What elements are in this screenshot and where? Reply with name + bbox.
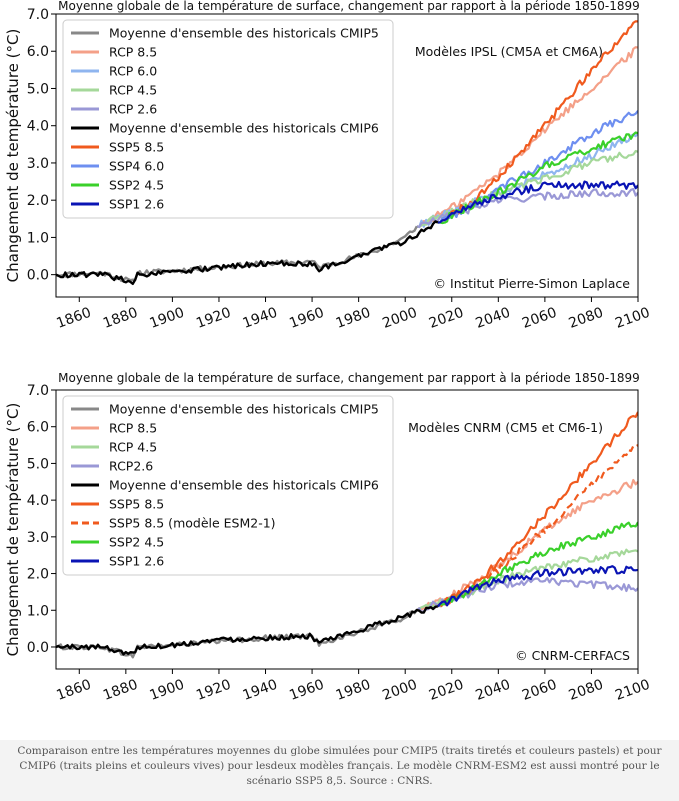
y-tick-label: 6.0 <box>27 420 49 436</box>
series-line <box>416 576 638 614</box>
legend-label: SSP1 2.6 <box>109 197 164 212</box>
x-tick-label: 2060 <box>520 305 559 332</box>
figure: Moyenne globale de la température de sur… <box>4 0 652 704</box>
legend-label: SSP5 8.5 <box>109 497 164 512</box>
x-tick-label: 2040 <box>473 677 512 704</box>
chart-ipsl: Moyenne globale de la température de sur… <box>4 0 652 332</box>
x-tick-label: 1900 <box>148 305 187 332</box>
legend-label: RCP2.6 <box>109 459 153 474</box>
legend-box <box>62 19 394 219</box>
x-tick-label: 1860 <box>54 305 93 332</box>
x-tick-label: 1940 <box>241 677 280 704</box>
legend-label: SSP1 2.6 <box>109 554 164 569</box>
chart-title: Moyenne globale de la température de sur… <box>58 371 640 385</box>
y-tick-label: 1.0 <box>27 230 49 246</box>
series-line <box>416 478 638 612</box>
x-tick-label: 1880 <box>101 305 140 332</box>
model-annotation: Modèles IPSL (CM5A et CM6A) <box>415 44 603 59</box>
series-line <box>436 565 638 608</box>
x-tick-label: 1960 <box>287 305 326 332</box>
y-tick-label: 5.0 <box>27 456 49 472</box>
credit-text: © Institut Pierre-Simon Laplace <box>434 276 631 291</box>
y-tick-label: 2.0 <box>27 567 49 583</box>
legend-label: RCP 8.5 <box>109 421 157 436</box>
x-tick-label: 2000 <box>380 677 419 704</box>
y-tick-label: 1.0 <box>27 603 49 619</box>
y-tick-label: 0.0 <box>27 640 49 656</box>
series-line <box>416 46 638 228</box>
x-tick-label: 2060 <box>520 677 559 704</box>
legend-label: RCP 8.5 <box>109 45 157 60</box>
legend-label: Moyenne d'ensemble des historicals CMIP6 <box>109 121 379 136</box>
legend-label: Moyenne d'ensemble des historicals CMIP5 <box>109 26 379 41</box>
x-tick-label: 2000 <box>380 305 419 332</box>
y-axis-label: Changement de température (°C) <box>4 403 22 657</box>
x-tick-label: 1980 <box>334 305 373 332</box>
x-tick-label: 1860 <box>54 677 93 704</box>
y-axis-label: Changement de température (°C) <box>4 29 22 283</box>
series-line <box>436 411 638 608</box>
chart-cnrm: Moyenne globale de la température de sur… <box>4 371 652 704</box>
legend-label: RCP 6.0 <box>109 64 157 79</box>
series-line <box>437 180 638 224</box>
x-tick-label: 1940 <box>241 305 280 332</box>
legend-label: RCP 4.5 <box>109 83 157 98</box>
x-tick-label: 2020 <box>427 677 466 704</box>
y-tick-label: 4.0 <box>27 119 49 135</box>
series-line <box>436 444 638 609</box>
model-annotation: Modèles CNRM (CM5 et CM6-1) <box>408 420 603 435</box>
x-tick-label: 1900 <box>148 677 187 704</box>
y-tick-label: 0.0 <box>27 268 49 284</box>
figure-caption: Comparaison entre les températures moyen… <box>0 740 679 801</box>
legend-label: SSP5 8.5 <box>109 140 164 155</box>
x-tick-label: 1920 <box>194 305 233 332</box>
legend-box <box>62 395 394 576</box>
series-line <box>437 110 638 224</box>
y-tick-label: 2.0 <box>27 193 49 209</box>
series-line <box>56 220 439 285</box>
x-tick-label: 1960 <box>287 677 326 704</box>
y-tick-label: 6.0 <box>27 44 49 60</box>
y-tick-label: 5.0 <box>27 81 49 97</box>
y-tick-label: 4.0 <box>27 493 49 509</box>
series-line <box>437 131 638 225</box>
x-tick-label: 2080 <box>567 305 606 332</box>
x-tick-label: 2100 <box>613 305 652 332</box>
legend-label: RCP 2.6 <box>109 102 157 117</box>
legend-label: SSP2 4.5 <box>109 178 164 193</box>
legend-label: SSP2 4.5 <box>109 535 164 550</box>
x-tick-label: 1980 <box>334 677 373 704</box>
legend-label: Moyenne d'ensemble des historicals CMIP6 <box>109 478 379 493</box>
y-tick-label: 7.0 <box>27 383 49 399</box>
y-tick-label: 7.0 <box>27 7 49 23</box>
y-tick-label: 3.0 <box>27 530 49 546</box>
x-tick-label: 2080 <box>567 677 606 704</box>
y-tick-label: 3.0 <box>27 156 49 172</box>
x-tick-label: 2040 <box>473 305 512 332</box>
plot-frame <box>55 389 639 670</box>
plot-frame <box>55 13 639 298</box>
legend-label: Moyenne d'ensemble des historicals CMIP5 <box>109 402 379 417</box>
chart-title: Moyenne globale de la température de sur… <box>58 0 640 13</box>
x-tick-label: 1880 <box>101 677 140 704</box>
series-line <box>56 605 438 656</box>
credit-text: © CNRM-CERFACS <box>515 648 630 663</box>
x-tick-label: 2020 <box>427 305 466 332</box>
x-tick-label: 1920 <box>194 677 233 704</box>
x-tick-label: 2100 <box>613 677 652 704</box>
legend-label: SSP5 8.5 (modèle ESM2-1) <box>109 516 276 531</box>
legend-label: SSP4 6.0 <box>109 159 164 174</box>
legend-label: RCP 4.5 <box>109 440 157 455</box>
